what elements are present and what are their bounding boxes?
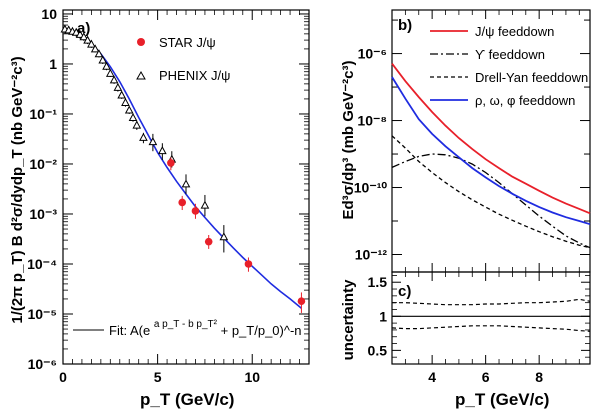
- phenix-point: [128, 112, 138, 122]
- legend-label-fit: Fit: A(e a p_T - b p_T² + p_T/p_0)^-n: [109, 315, 302, 338]
- panel-c-x-tick-label: 6: [482, 369, 490, 385]
- panel-c-y-tick-label: 1.5: [368, 274, 388, 290]
- panel-b-y-tick-label: 10⁻¹²: [355, 246, 388, 262]
- phenix-point: [181, 179, 191, 188]
- legend-marker-star: [137, 38, 145, 46]
- panel-a-y-tick-label: 10⁻⁴: [27, 256, 57, 272]
- panel-a: 10⁻⁶ 10⁻⁵ 10⁻⁴ 10⁻³ 10⁻² 10⁻¹ 1 10 0 5 10 a) STAR…: [9, 6, 310, 409]
- phenix-point: [113, 82, 123, 91]
- panel-b-label: b): [398, 17, 412, 34]
- panel-a-x-tick-label: 0: [59, 369, 67, 385]
- panel-a-y-tick-label: 1: [49, 56, 57, 72]
- panel-a-x-ticks: 0 5 10: [59, 10, 310, 385]
- star-point: [167, 159, 175, 167]
- phenix-point: [121, 97, 130, 106]
- panel-b-legend: J/ψ feeddown ϒ feeddown Drell-Yan feeddown…: [430, 24, 588, 108]
- panel-b-series: [391, 63, 591, 249]
- panel-c-y-tick-label: 1: [379, 308, 387, 324]
- panel-b-y-tick-label: 10⁻⁶: [358, 46, 387, 62]
- panel-a-x-tick-label: 10: [244, 369, 260, 385]
- panel-c-series-line-2: [391, 325, 591, 332]
- star-point: [204, 237, 213, 246]
- phenix-point: [87, 39, 96, 48]
- panel-c-y-tick-label: 0.5: [368, 342, 388, 358]
- panel-c-x-tick-label: 8: [535, 369, 543, 385]
- panel-b-legend-label: J/ψ feeddown: [475, 24, 554, 39]
- panel-c-x-tick-label: 4: [428, 369, 436, 385]
- phenix-point: [139, 132, 148, 141]
- panel-a-y-tick-label: 10⁻⁵: [27, 306, 57, 322]
- phenix-point: [117, 90, 126, 99]
- panel-b-y-axis-label: Ed³σ/dp³ (mb GeV⁻²c³): [340, 60, 357, 219]
- panel-b-legend-label: ρ, ω, φ feeddown: [475, 93, 575, 108]
- phenix-point: [148, 137, 158, 146]
- panel-c-x-axis-label: p_T (GeV/c): [455, 390, 549, 409]
- panel-a-y-tick-label: 10⁻²: [29, 156, 57, 172]
- panel-b-x-ticks: [404, 10, 580, 272]
- panel-a-x-tick-label: 5: [154, 369, 162, 385]
- panel-c-frame: [391, 271, 591, 365]
- panel-b-y-tick-label: 10⁻⁸: [357, 113, 387, 129]
- phenix-point: [124, 105, 134, 114]
- star-point: [191, 207, 200, 215]
- panel-a-star-points: [167, 157, 306, 313]
- panel-a-phenix-points: [60, 24, 229, 253]
- panel-b-y-tick-label: 10⁻¹⁰: [354, 180, 388, 196]
- phenix-point: [105, 68, 115, 77]
- phenix-point: [109, 75, 119, 84]
- panel-a-y-tick-label: 10⁻¹: [29, 106, 57, 122]
- panel-b-legend-label: Drell-Yan feeddown: [475, 70, 588, 85]
- panel-a-y-ticks: 10⁻⁶ 10⁻⁵ 10⁻⁴ 10⁻³ 10⁻² 10⁻¹ 1 10: [27, 6, 309, 372]
- panel-a-legend: STAR J/ψ PHENIX J/ψ Fit: A(e a p_T - b p…: [73, 35, 302, 338]
- panel-a-y-tick-label: 10⁻³: [29, 206, 57, 222]
- panel-b: 10⁻¹² 10⁻¹⁰ 10⁻⁸ 10⁻⁶ b) J/ψ feeddown ϒ feed…: [340, 9, 591, 273]
- phenix-point: [200, 200, 210, 209]
- panel-b-series-line-1: [391, 153, 591, 249]
- panel-a-y-axis-label: 1/(2π p_T) B d²σ/dydp_T (nb GeV⁻²c³): [9, 56, 26, 323]
- legend-fit-tail: + p_T/p_0)^-n: [221, 323, 302, 338]
- panel-c-series: [391, 298, 591, 332]
- panel-c: 0.5 1 1.5 4 6 8 c) p_T (GeV/c) uncertainty: [340, 271, 591, 409]
- panel-a-label: a): [77, 20, 90, 37]
- panel-b-series-line-2: [391, 135, 591, 249]
- panel-b-series-line-3: [391, 76, 591, 226]
- phenix-point: [90, 44, 100, 53]
- panel-a-y-tick-label: 10⁻⁶: [28, 356, 57, 372]
- panel-b-series-line-0: [391, 63, 591, 215]
- legend-label-phenix: PHENIX J/ψ: [159, 68, 230, 83]
- panel-c-x-ticks: 4 6 8: [404, 272, 580, 385]
- phenix-point: [132, 120, 142, 129]
- legend-fit-exponent: a p_T - b p_T²: [154, 319, 218, 330]
- phenix-point: [75, 29, 85, 38]
- legend-fit-base: Fit: A(e: [109, 323, 150, 338]
- phenix-point: [83, 35, 92, 44]
- star-point: [244, 260, 253, 268]
- panel-b-legend-label: ϒ feeddown: [475, 47, 545, 62]
- panel-a-x-axis-label: p_T (GeV/c): [140, 390, 234, 409]
- phenix-point: [102, 61, 111, 70]
- panel-a-y-tick-label: 10: [41, 6, 57, 22]
- panel-c-label: c): [398, 283, 411, 300]
- phenix-point: [98, 55, 108, 64]
- panel-b-y-ticks: 10⁻¹² 10⁻¹⁰ 10⁻⁸ 10⁻⁶: [354, 19, 590, 262]
- phenix-point: [94, 49, 104, 58]
- phenix-point: [79, 32, 89, 41]
- phenix-point: [219, 232, 229, 241]
- star-point: [297, 297, 306, 306]
- phenix-point: [158, 146, 167, 155]
- panel-c-y-axis-label: uncertainty: [340, 279, 357, 361]
- star-point: [178, 198, 187, 207]
- legend-marker-phenix: [136, 70, 146, 80]
- panel-c-series-line-1: [392, 298, 591, 306]
- legend-label-star: STAR J/ψ: [159, 35, 216, 50]
